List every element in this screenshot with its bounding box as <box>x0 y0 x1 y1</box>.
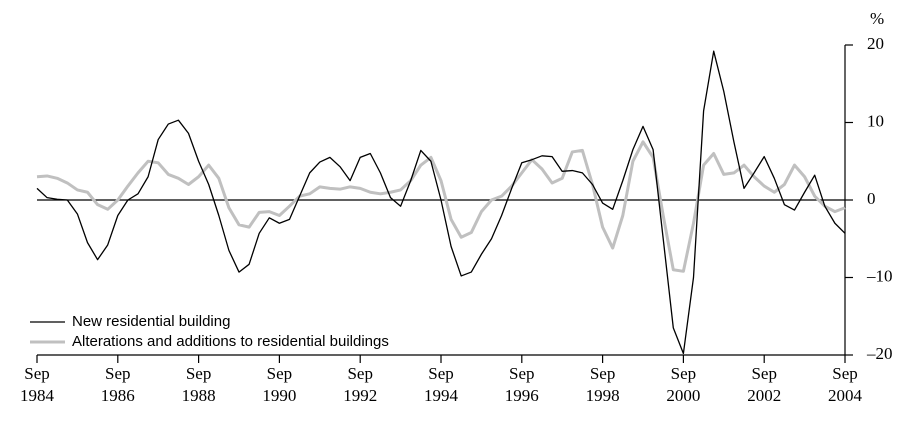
series-line <box>36 140 846 273</box>
x-tick-label: Sep 1988 <box>181 364 216 405</box>
y-tick-label: –20 <box>866 344 893 363</box>
x-tick-label: Sep 1986 <box>100 364 135 405</box>
y-tick-label: –10 <box>866 266 893 285</box>
x-tick-label: Sep 1998 <box>585 364 620 405</box>
legend-label: New residential building <box>72 313 230 330</box>
y-unit: % <box>870 9 884 28</box>
y-tick-label: 0 <box>867 189 876 208</box>
x-tick-label: Sep 2000 <box>666 364 701 405</box>
series-line <box>36 50 846 355</box>
legend-label: Alterations and additions to residential… <box>72 333 389 350</box>
x-tick-label: Sep 1992 <box>343 364 378 405</box>
x-tick-label: Sep 1994 <box>424 364 458 405</box>
y-tick-label: 10 <box>867 111 884 130</box>
y-tick-label: 20 <box>867 34 884 53</box>
x-tick-label: Sep 2002 <box>747 364 782 405</box>
x-tick-label: Sep 1996 <box>504 364 539 405</box>
x-tick-label: Sep 1984 <box>20 364 54 405</box>
x-tick-label: Sep 2004 <box>828 364 862 405</box>
x-tick-label: Sep 1990 <box>262 364 297 405</box>
